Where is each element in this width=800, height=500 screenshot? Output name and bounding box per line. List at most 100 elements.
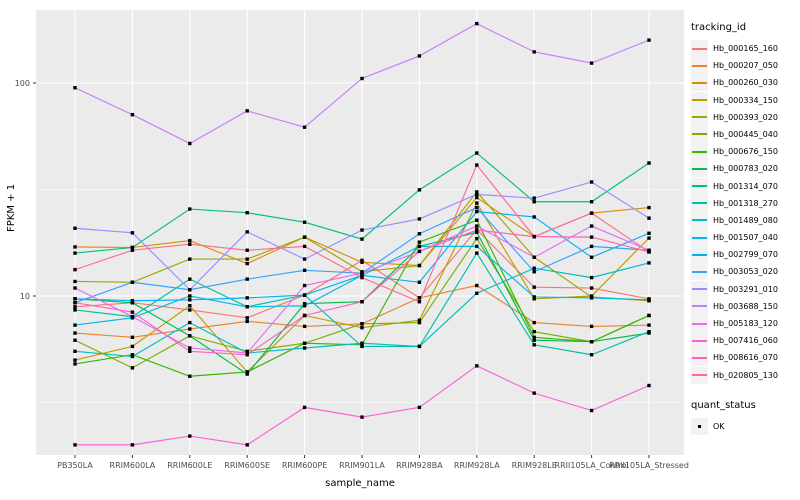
legend-key-line xyxy=(692,219,707,222)
data-point xyxy=(417,300,422,304)
legend-item-label: Hb_000207_050 xyxy=(713,61,778,71)
y-tick-label-100: 100 xyxy=(14,78,30,88)
legend-key-swatch xyxy=(691,332,708,350)
data-point xyxy=(417,244,422,249)
legend-key-line xyxy=(692,47,707,50)
legend-item-Hb_001314_070: Hb_001314_070 xyxy=(691,177,799,195)
legend-key-line xyxy=(692,356,707,359)
data-point xyxy=(188,304,192,308)
data-point xyxy=(360,76,364,81)
data-point xyxy=(73,297,77,301)
data-point xyxy=(475,209,479,214)
legend-item-label: Hb_000676_150 xyxy=(713,147,778,157)
square-point-icon xyxy=(698,424,702,428)
legend-key-swatch xyxy=(691,297,708,315)
data-point xyxy=(73,251,77,255)
x-tick-label-RRII105LA_Control: RRII105LA_Control xyxy=(554,461,629,470)
legend-item-Hb_000207_050: Hb_000207_050 xyxy=(691,57,799,75)
legend-item-Hb_000676_150: Hb_000676_150 xyxy=(691,143,799,161)
data-point xyxy=(475,228,479,232)
data-point xyxy=(475,283,479,288)
data-point xyxy=(245,257,249,261)
data-point xyxy=(188,327,192,331)
data-point xyxy=(130,299,135,303)
legend-item-label: Hb_000783_020 xyxy=(713,164,778,174)
legend-item-label: Hb_000260_030 xyxy=(713,78,778,88)
legend-key-line xyxy=(692,374,707,377)
legend-item-label: Hb_000445_040 xyxy=(713,129,778,139)
data-point xyxy=(532,215,536,219)
data-point xyxy=(245,109,249,113)
data-point xyxy=(360,228,364,232)
data-point xyxy=(475,163,479,167)
data-point xyxy=(73,305,77,309)
data-point xyxy=(417,263,422,268)
x-tick-label-RRIM600LA: RRIM600LA xyxy=(109,461,156,470)
data-point xyxy=(360,344,364,349)
data-point xyxy=(360,325,364,330)
legend-key-swatch xyxy=(691,91,708,109)
legend-item-label: Hb_003291_010 xyxy=(713,284,778,294)
legend-key-swatch xyxy=(691,74,708,92)
data-point xyxy=(188,320,192,325)
legend-item-Hb_000783_020: Hb_000783_020 xyxy=(691,160,799,178)
data-point xyxy=(417,318,422,322)
data-point xyxy=(475,224,479,228)
data-point xyxy=(589,255,594,259)
data-point xyxy=(73,86,77,90)
x-tick-label-RRIM928BA: RRIM928BA xyxy=(396,461,443,470)
data-point xyxy=(130,112,135,117)
legend-key-line xyxy=(692,339,707,342)
data-point xyxy=(532,266,536,270)
data-point xyxy=(475,151,479,155)
x-tick-label-RRIM600SE: RRIM600SE xyxy=(224,461,271,470)
legend-tracking-items: Hb_000165_160 Hb_000207_050 Hb_000260_030 H… xyxy=(691,40,799,384)
data-point xyxy=(245,351,249,355)
data-point xyxy=(475,291,479,295)
legend-key-swatch xyxy=(691,263,708,281)
data-point xyxy=(302,244,307,249)
legend-key-swatch xyxy=(691,108,708,126)
x-tick-label-RRIM928LA: RRIM928LA xyxy=(453,461,500,470)
data-point xyxy=(302,125,307,129)
legend-key-swatch xyxy=(691,40,708,57)
data-point xyxy=(130,310,135,314)
y-axis-title: FPKM + 1 xyxy=(6,183,17,232)
data-point xyxy=(245,211,249,215)
x-tick-label-PB350LA: PB350LA xyxy=(57,461,93,470)
data-point xyxy=(188,334,192,338)
legend: tracking_id Hb_000165_160 Hb_000207_050 Hb… xyxy=(691,22,799,435)
data-point xyxy=(360,341,364,345)
data-point xyxy=(302,341,307,345)
x-tick-label-RRIM901LA: RRIM901LA xyxy=(339,461,385,470)
data-point xyxy=(73,279,77,284)
data-point xyxy=(188,257,192,261)
data-point xyxy=(188,141,192,146)
legend-item-label: Hb_008616_070 xyxy=(713,353,778,363)
legend-item-Hb_003053_020: Hb_003053_020 xyxy=(691,263,799,281)
legend-item-Hb_000260_030: Hb_000260_030 xyxy=(691,74,799,92)
legend-key-swatch xyxy=(691,211,708,229)
legend-item-label: Hb_003053_020 xyxy=(713,267,778,277)
data-point xyxy=(130,314,135,319)
data-point xyxy=(417,188,422,192)
data-point xyxy=(73,323,77,327)
data-point xyxy=(647,250,651,254)
data-point xyxy=(589,180,594,184)
data-point xyxy=(417,232,422,236)
data-point xyxy=(532,343,536,347)
data-point xyxy=(73,358,77,362)
data-point xyxy=(73,267,77,272)
data-point xyxy=(188,434,192,438)
data-point xyxy=(532,338,536,342)
legend-key-swatch xyxy=(691,366,708,384)
legend-key-line xyxy=(692,81,707,84)
data-point xyxy=(360,237,364,241)
legend-key-swatch xyxy=(691,349,708,367)
data-point xyxy=(589,286,594,290)
legend-item-label: Hb_001507_040 xyxy=(713,233,778,243)
data-point xyxy=(589,275,594,280)
legend-item-label: Hb_002799_070 xyxy=(713,250,778,260)
data-point xyxy=(475,21,479,26)
legend-item-label: Hb_000334_150 xyxy=(713,95,778,105)
